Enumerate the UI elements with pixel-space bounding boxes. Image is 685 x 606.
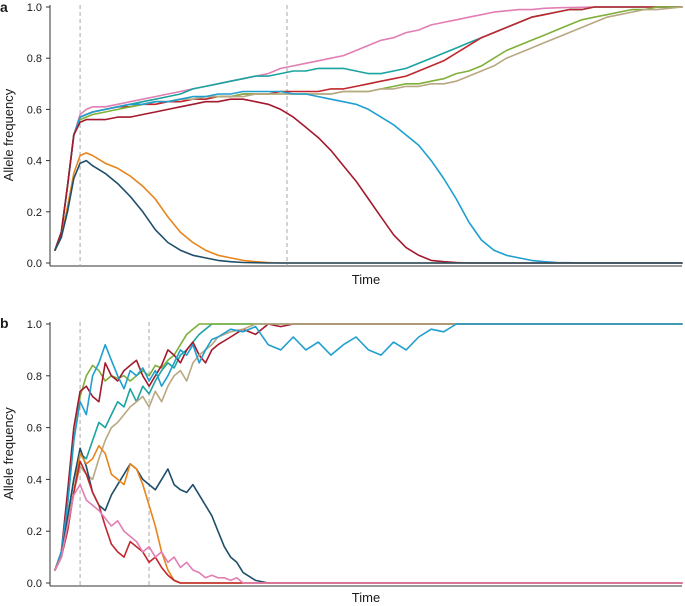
panel-label: a <box>0 0 8 15</box>
panel-b: b 0.0 0.2 0.4 0.6 0.8 1.0 Allele frequency Time <box>0 315 683 605</box>
series-line <box>54 152 683 264</box>
panel-a: a 0.0 0.2 0.4 0.6 0.8 1.0 Allele frequency Time <box>0 0 683 287</box>
y-tick-label: 0.0 <box>27 258 42 270</box>
series-line <box>54 98 683 264</box>
x-axis-title: Time <box>352 272 380 287</box>
series-line <box>54 6 683 251</box>
series-line <box>54 483 683 584</box>
y-tick-label: 0.2 <box>27 207 42 219</box>
y-tick-label: 0.6 <box>27 423 42 435</box>
panel-label: b <box>0 315 9 331</box>
y-tick-label: 0.4 <box>27 474 42 486</box>
y-tick-label: 0.2 <box>27 526 42 538</box>
series-line <box>54 323 683 571</box>
series-line <box>54 6 683 251</box>
y-axis-title: Allele frequency <box>1 88 16 181</box>
x-axis-title: Time <box>352 590 380 605</box>
y-tick-label: 0.0 <box>27 578 42 590</box>
y-tick-label: 1.0 <box>27 319 42 331</box>
series-line <box>54 90 683 264</box>
series-line <box>54 159 683 264</box>
y-tick-label: 1.0 <box>27 2 42 14</box>
y-tick-label: 0.8 <box>27 371 42 383</box>
y-axis-title: Allele frequency <box>1 407 16 500</box>
series-line <box>54 6 683 251</box>
series-line <box>54 6 683 251</box>
y-tick-label: 0.6 <box>27 104 42 116</box>
y-tick-label: 0.8 <box>27 53 42 65</box>
y-tick-label: 0.4 <box>27 156 42 168</box>
series-line <box>54 323 683 571</box>
series-line <box>54 6 683 251</box>
